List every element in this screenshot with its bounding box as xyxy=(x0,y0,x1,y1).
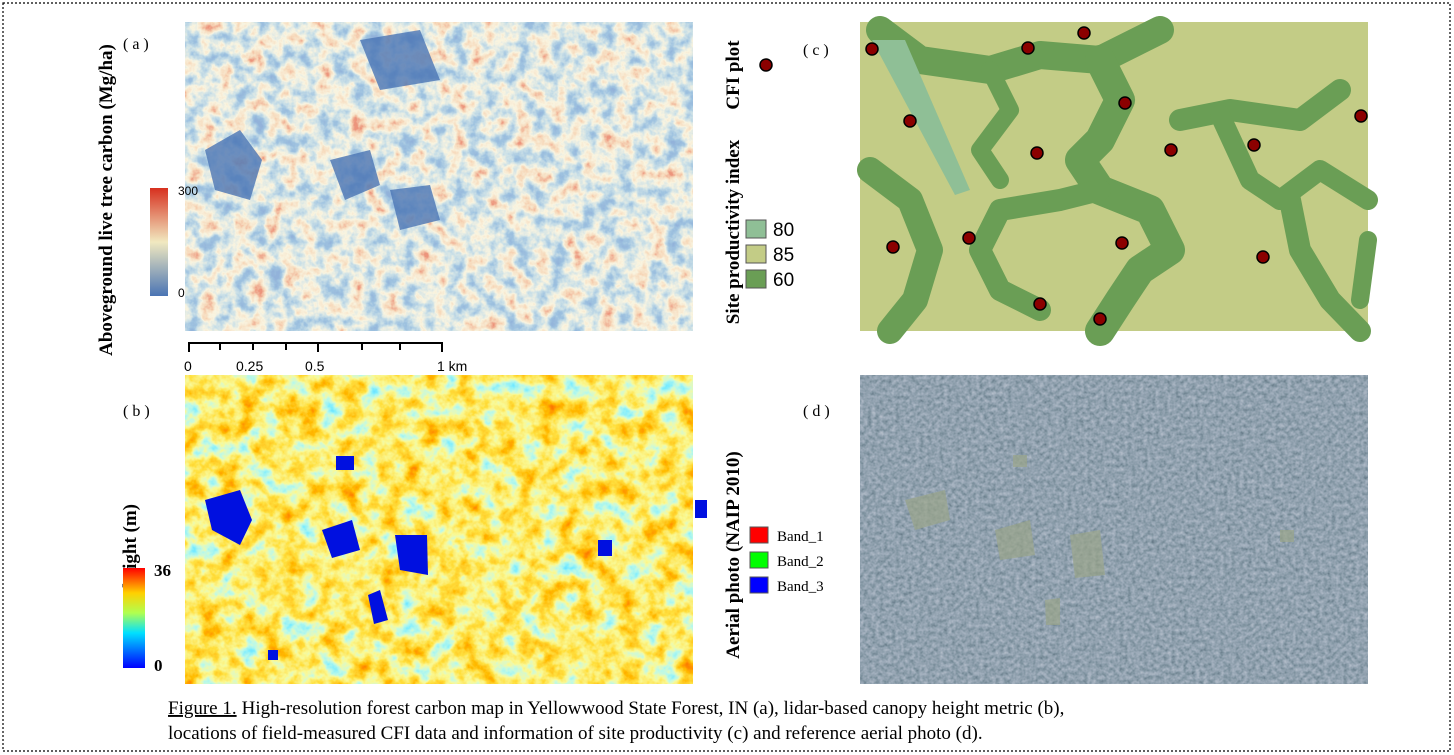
colorbar-min: 0 xyxy=(154,656,163,675)
carbon-map xyxy=(185,22,693,331)
scale-bar xyxy=(188,343,443,352)
panel-label: ( a ) xyxy=(123,36,149,53)
canopy-map xyxy=(185,375,693,684)
axis-title: Aerial photo (NAIP 2010) xyxy=(723,451,744,658)
caption-text: High-resolution forest carbon map in Yel… xyxy=(242,698,1065,719)
point-legend: CFI plot xyxy=(723,40,744,110)
legend-label: 60 xyxy=(773,270,794,291)
caption-text: locations of field-measured CFI data and… xyxy=(168,723,983,744)
legend-label: Band_1 xyxy=(777,529,824,545)
panel-label: ( c ) xyxy=(803,42,829,59)
colorbar xyxy=(150,188,168,296)
scale-label: 0.25 xyxy=(236,358,263,374)
band-legend xyxy=(750,527,768,593)
figure: ( a ) Aboveground live tree carbon (Mg/h… xyxy=(0,0,1454,755)
panel-label: ( d ) xyxy=(803,403,830,420)
colorbar xyxy=(123,568,145,668)
legend-label: 80 xyxy=(773,220,794,241)
panel-label: ( b ) xyxy=(123,403,150,420)
colorbar-min: 0 xyxy=(178,286,185,300)
legend-label: Band_3 xyxy=(777,579,824,595)
legend-label: Band_2 xyxy=(777,554,824,570)
aerial-photo xyxy=(860,375,1368,684)
axis-title: Site productivity index xyxy=(723,139,744,324)
scale-label: 1 km xyxy=(437,358,467,374)
legend-label: 85 xyxy=(773,245,794,266)
caption-label: Figure 1. xyxy=(168,698,237,719)
axis-title: Aboveground live tree carbon (Mg/ha) xyxy=(96,44,117,356)
colorbar-max: 300 xyxy=(178,184,198,198)
colorbar-max: 36 xyxy=(154,561,171,580)
scale-label: 0 xyxy=(184,358,192,374)
scale-label: 0.5 xyxy=(305,358,325,374)
productivity-legend xyxy=(746,220,766,288)
